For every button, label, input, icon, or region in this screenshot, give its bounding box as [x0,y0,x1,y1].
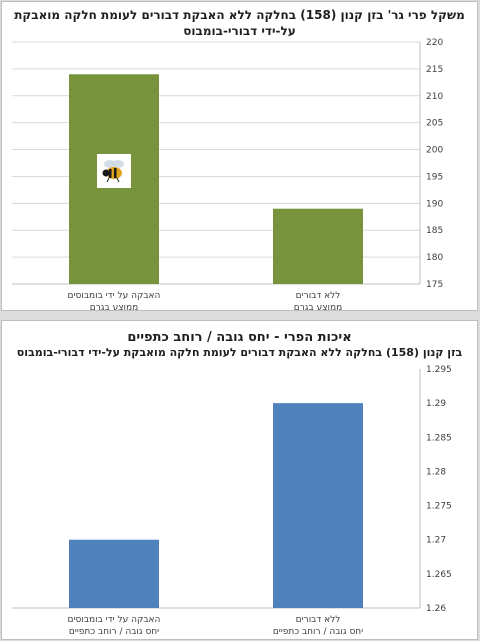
x-category-label: ללא דבורים [296,615,341,625]
bar [69,539,159,608]
y-tick-label: 185 [426,226,443,236]
y-tick-label: 1.28 [426,467,446,477]
fruit-weight-chart: 175 180 185 190 195 200 205 210 215 220 האבקה על י… [12,38,443,310]
y-tick-label: 1.27 [426,536,446,546]
y-tick-label: 1.295 [426,365,452,375]
y-tick-label: 195 [426,172,443,182]
y-tick-label: 220 [426,38,443,48]
y-tick-label: 190 [426,199,443,209]
x-category-label: האבקה על ידי בומבוסים [68,615,161,625]
x-category-label: יחס גובה / רוחב כתפיים [273,627,363,637]
x-category-label: ממוצע בגרם [294,303,342,310]
fruit-quality-chart: 1.26 1.265 1.27 1.275 1.28 1.285 1.29 1.295 האבק… [12,365,452,637]
y-tick-label: 1.285 [426,433,452,443]
fruit-quality-chart-panel: איכות הפרי - יחס גובה / רוחב כתפיים בזן … [1,320,478,640]
x-category-label: יחס גובה / רוחב כתפיים [69,627,159,637]
y-tick-label: 205 [426,119,443,129]
y-tick-label: 1.275 [426,502,452,512]
chart-1-title-line-2: על-ידי דבורי-בומבוס [183,24,296,38]
chart-2-title-line-2: בזן קנון (158) בחלקה ללא האבקת דבורים לע… [16,346,463,359]
y-tick-label: 1.26 [426,604,446,614]
bar [273,403,363,608]
x-category-label: האבקה על ידי בומבוסים [68,291,161,301]
y-tick-label: 215 [426,65,443,75]
x-category-label: ללא דבורים [296,291,341,301]
chart-1-title-line-1: משקל פרי גר' בזן קנון (158) בחלקה ללא הא… [14,8,465,22]
x-category-label: ממוצע בגרם [90,303,138,310]
y-tick-label: 180 [426,253,443,263]
fruit-weight-chart-panel: משקל פרי גר' בזן קנון (158) בחלקה ללא הא… [1,1,478,311]
y-tick-label: 1.29 [426,399,446,409]
y-tick-label: 210 [426,92,443,102]
bar [273,208,363,284]
y-tick-label: 175 [426,280,443,290]
chart-2-title-line-1: איכות הפרי - יחס גובה / רוחב כתפיים [127,330,352,345]
y-tick-label: 200 [426,146,443,156]
bumblebee-icon [97,154,131,188]
y-tick-label: 1.265 [426,570,452,580]
